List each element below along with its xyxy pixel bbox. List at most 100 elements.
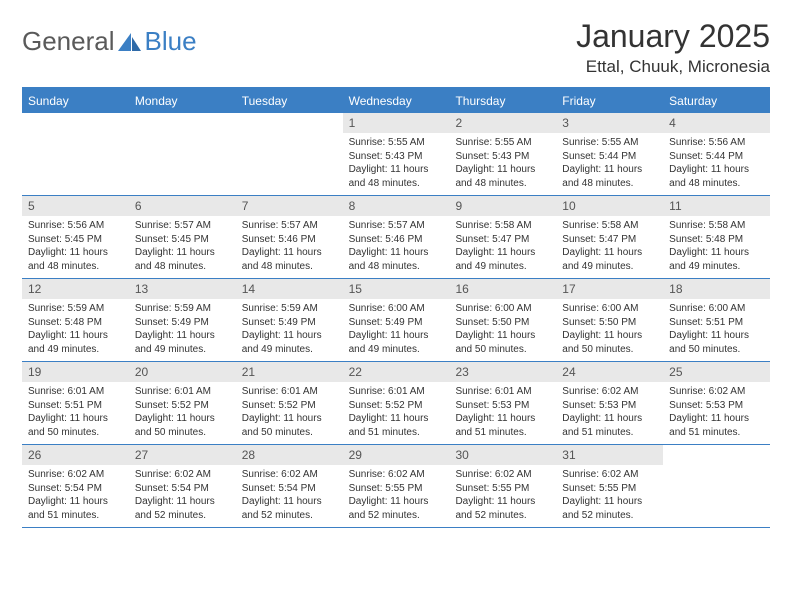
- dayhead-wednesday: Wednesday: [343, 89, 450, 113]
- sunrise-text: Sunrise: 5:55 AM: [562, 136, 657, 150]
- day-number: 4: [663, 113, 770, 133]
- day-number: 15: [343, 279, 450, 299]
- sunrise-text: Sunrise: 6:00 AM: [562, 302, 657, 316]
- day-info: Sunrise: 6:00 AMSunset: 5:50 PMDaylight:…: [556, 299, 663, 361]
- daylight-text: Daylight: 11 hours and 50 minutes.: [135, 412, 230, 439]
- sunrise-text: Sunrise: 5:56 AM: [28, 219, 123, 233]
- day-number: 12: [22, 279, 129, 299]
- sunrise-text: Sunrise: 6:02 AM: [562, 468, 657, 482]
- daylight-text: Daylight: 11 hours and 48 minutes.: [349, 163, 444, 190]
- daylight-text: Daylight: 11 hours and 52 minutes.: [455, 495, 550, 522]
- day-cell: 8Sunrise: 5:57 AMSunset: 5:46 PMDaylight…: [343, 196, 450, 278]
- sunset-text: Sunset: 5:54 PM: [28, 482, 123, 496]
- daylight-text: Daylight: 11 hours and 48 minutes.: [135, 246, 230, 273]
- sunset-text: Sunset: 5:51 PM: [28, 399, 123, 413]
- day-info: Sunrise: 5:58 AMSunset: 5:47 PMDaylight:…: [556, 216, 663, 278]
- daylight-text: Daylight: 11 hours and 51 minutes.: [455, 412, 550, 439]
- week-row: 12Sunrise: 5:59 AMSunset: 5:48 PMDayligh…: [22, 279, 770, 362]
- daylight-text: Daylight: 11 hours and 49 minutes.: [349, 329, 444, 356]
- sunset-text: Sunset: 5:49 PM: [349, 316, 444, 330]
- sunset-text: Sunset: 5:53 PM: [455, 399, 550, 413]
- sunset-text: Sunset: 5:52 PM: [242, 399, 337, 413]
- day-cell: 3Sunrise: 5:55 AMSunset: 5:44 PMDaylight…: [556, 113, 663, 195]
- day-info: Sunrise: 5:55 AMSunset: 5:44 PMDaylight:…: [556, 133, 663, 195]
- day-cell: 4Sunrise: 5:56 AMSunset: 5:44 PMDaylight…: [663, 113, 770, 195]
- sunset-text: Sunset: 5:44 PM: [562, 150, 657, 164]
- sunrise-text: Sunrise: 6:02 AM: [242, 468, 337, 482]
- sunrise-text: Sunrise: 6:01 AM: [349, 385, 444, 399]
- sunrise-text: Sunrise: 5:55 AM: [455, 136, 550, 150]
- week-row: 26Sunrise: 6:02 AMSunset: 5:54 PMDayligh…: [22, 445, 770, 528]
- day-cell: 24Sunrise: 6:02 AMSunset: 5:53 PMDayligh…: [556, 362, 663, 444]
- day-info: Sunrise: 6:02 AMSunset: 5:55 PMDaylight:…: [449, 465, 556, 527]
- day-info: Sunrise: 5:55 AMSunset: 5:43 PMDaylight:…: [449, 133, 556, 195]
- sunrise-text: Sunrise: 5:56 AM: [669, 136, 764, 150]
- daylight-text: Daylight: 11 hours and 48 minutes.: [28, 246, 123, 273]
- day-info: Sunrise: 6:01 AMSunset: 5:52 PMDaylight:…: [343, 382, 450, 444]
- sunset-text: Sunset: 5:48 PM: [669, 233, 764, 247]
- day-number: 3: [556, 113, 663, 133]
- day-number: 20: [129, 362, 236, 382]
- day-cell: 14Sunrise: 5:59 AMSunset: 5:49 PMDayligh…: [236, 279, 343, 361]
- daylight-text: Daylight: 11 hours and 48 minutes.: [349, 246, 444, 273]
- day-info: Sunrise: 5:57 AMSunset: 5:45 PMDaylight:…: [129, 216, 236, 278]
- sunrise-text: Sunrise: 5:57 AM: [242, 219, 337, 233]
- sunrise-text: Sunrise: 6:00 AM: [669, 302, 764, 316]
- sunrise-text: Sunrise: 6:01 AM: [455, 385, 550, 399]
- day-cell: 13Sunrise: 5:59 AMSunset: 5:49 PMDayligh…: [129, 279, 236, 361]
- day-number: 30: [449, 445, 556, 465]
- page-title: January 2025: [576, 18, 770, 55]
- day-cell: 29Sunrise: 6:02 AMSunset: 5:55 PMDayligh…: [343, 445, 450, 527]
- day-number: 22: [343, 362, 450, 382]
- day-cell: [129, 113, 236, 195]
- sunset-text: Sunset: 5:46 PM: [242, 233, 337, 247]
- dayhead-friday: Friday: [556, 89, 663, 113]
- sunrise-text: Sunrise: 6:02 AM: [28, 468, 123, 482]
- day-info: Sunrise: 6:02 AMSunset: 5:54 PMDaylight:…: [236, 465, 343, 527]
- sunset-text: Sunset: 5:46 PM: [349, 233, 444, 247]
- sunset-text: Sunset: 5:54 PM: [242, 482, 337, 496]
- sunset-text: Sunset: 5:45 PM: [28, 233, 123, 247]
- day-info: Sunrise: 5:57 AMSunset: 5:46 PMDaylight:…: [236, 216, 343, 278]
- day-cell: 9Sunrise: 5:58 AMSunset: 5:47 PMDaylight…: [449, 196, 556, 278]
- logo-text-blue: Blue: [145, 26, 197, 57]
- sunrise-text: Sunrise: 6:02 AM: [562, 385, 657, 399]
- day-number: 23: [449, 362, 556, 382]
- day-cell: 10Sunrise: 5:58 AMSunset: 5:47 PMDayligh…: [556, 196, 663, 278]
- sunset-text: Sunset: 5:54 PM: [135, 482, 230, 496]
- daylight-text: Daylight: 11 hours and 52 minutes.: [242, 495, 337, 522]
- sunrise-text: Sunrise: 6:02 AM: [669, 385, 764, 399]
- daylight-text: Daylight: 11 hours and 51 minutes.: [28, 495, 123, 522]
- day-number: 19: [22, 362, 129, 382]
- dayhead-monday: Monday: [129, 89, 236, 113]
- sunset-text: Sunset: 5:43 PM: [455, 150, 550, 164]
- day-info: Sunrise: 6:01 AMSunset: 5:51 PMDaylight:…: [22, 382, 129, 444]
- day-number: 8: [343, 196, 450, 216]
- daylight-text: Daylight: 11 hours and 48 minutes.: [455, 163, 550, 190]
- day-cell: 22Sunrise: 6:01 AMSunset: 5:52 PMDayligh…: [343, 362, 450, 444]
- day-cell: [663, 445, 770, 527]
- dayhead-thursday: Thursday: [449, 89, 556, 113]
- day-cell: 2Sunrise: 5:55 AMSunset: 5:43 PMDaylight…: [449, 113, 556, 195]
- daylight-text: Daylight: 11 hours and 51 minutes.: [349, 412, 444, 439]
- week-row: 19Sunrise: 6:01 AMSunset: 5:51 PMDayligh…: [22, 362, 770, 445]
- day-cell: 15Sunrise: 6:00 AMSunset: 5:49 PMDayligh…: [343, 279, 450, 361]
- day-number: 10: [556, 196, 663, 216]
- sunrise-text: Sunrise: 6:01 AM: [242, 385, 337, 399]
- daylight-text: Daylight: 11 hours and 48 minutes.: [562, 163, 657, 190]
- day-info: Sunrise: 5:59 AMSunset: 5:48 PMDaylight:…: [22, 299, 129, 361]
- day-cell: 12Sunrise: 5:59 AMSunset: 5:48 PMDayligh…: [22, 279, 129, 361]
- daylight-text: Daylight: 11 hours and 51 minutes.: [669, 412, 764, 439]
- sunset-text: Sunset: 5:47 PM: [455, 233, 550, 247]
- day-number: 5: [22, 196, 129, 216]
- day-number: 25: [663, 362, 770, 382]
- daylight-text: Daylight: 11 hours and 50 minutes.: [669, 329, 764, 356]
- day-cell: 30Sunrise: 6:02 AMSunset: 5:55 PMDayligh…: [449, 445, 556, 527]
- daylight-text: Daylight: 11 hours and 49 minutes.: [28, 329, 123, 356]
- day-number: 27: [129, 445, 236, 465]
- day-number: 26: [22, 445, 129, 465]
- day-number: 31: [556, 445, 663, 465]
- calendar: Sunday Monday Tuesday Wednesday Thursday…: [22, 87, 770, 528]
- logo-text-general: General: [22, 26, 115, 57]
- day-number: 7: [236, 196, 343, 216]
